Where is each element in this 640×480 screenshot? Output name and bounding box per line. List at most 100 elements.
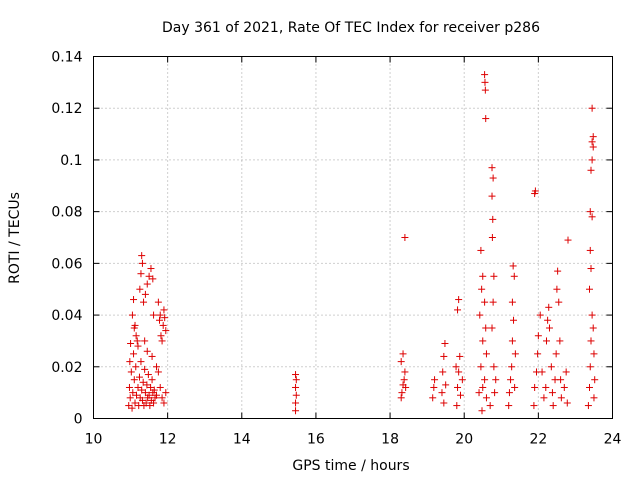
data-point: [489, 298, 497, 306]
data-point: [549, 402, 557, 410]
data-point: [146, 402, 154, 410]
x-tick-label: 24: [604, 432, 622, 448]
data-point: [150, 386, 158, 394]
data-point: [431, 376, 439, 384]
data-point: [475, 389, 483, 397]
data-point: [160, 306, 168, 314]
data-point: [142, 399, 150, 407]
data-point: [454, 306, 462, 314]
data-point: [544, 316, 552, 324]
data-point: [547, 363, 555, 371]
data-point: [138, 259, 146, 267]
data-point: [454, 383, 462, 391]
x-tick-label: 12: [159, 432, 177, 448]
data-point: [492, 376, 500, 384]
data-point: [153, 391, 161, 399]
data-point: [154, 368, 162, 376]
data-point: [586, 246, 594, 254]
data-point: [132, 332, 140, 340]
data-points: [125, 71, 599, 415]
data-point: [477, 246, 485, 254]
data-point: [590, 394, 598, 402]
data-point: [489, 174, 497, 182]
data-point: [482, 324, 490, 332]
data-point: [438, 389, 446, 397]
data-point: [440, 352, 448, 360]
data-point: [505, 402, 513, 410]
data-point: [531, 187, 539, 195]
data-point: [584, 402, 592, 410]
data-point: [586, 285, 594, 293]
data-point: [490, 272, 498, 280]
data-point: [587, 337, 595, 345]
data-point: [488, 192, 496, 200]
y-tick-label: 0: [74, 412, 83, 428]
data-point: [588, 156, 596, 164]
data-point: [133, 337, 141, 345]
data-point: [543, 337, 551, 345]
data-point: [530, 402, 538, 410]
data-point: [540, 394, 548, 402]
data-point: [508, 337, 516, 345]
data-point: [128, 404, 136, 412]
data-point: [589, 143, 597, 151]
data-point: [486, 402, 494, 410]
data-point: [482, 115, 490, 123]
data-point: [439, 368, 447, 376]
data-point: [126, 358, 134, 366]
data-point: [534, 350, 542, 358]
grid-lines: [93, 56, 613, 419]
y-tick-label: 0.04: [51, 308, 82, 324]
data-point: [562, 368, 570, 376]
data-point: [292, 383, 300, 391]
data-point: [476, 311, 484, 319]
data-point: [292, 407, 300, 415]
data-point: [145, 272, 153, 280]
x-tick-label: 16: [307, 432, 325, 448]
data-point: [556, 337, 564, 345]
data-point: [125, 383, 133, 391]
data-point: [141, 389, 149, 397]
data-point: [482, 394, 490, 402]
data-point: [478, 407, 486, 415]
data-point: [488, 234, 496, 241]
data-point: [140, 298, 148, 306]
data-point: [589, 324, 597, 332]
data-point: [477, 363, 485, 371]
data-point: [505, 389, 513, 397]
data-point: [162, 389, 170, 397]
data-point: [538, 368, 546, 376]
data-point: [457, 391, 465, 399]
data-point: [548, 389, 556, 397]
data-point: [159, 321, 167, 329]
y-tick-label: 0.12: [51, 101, 82, 117]
data-point: [162, 327, 170, 335]
x-tick-label: 18: [381, 432, 399, 448]
data-point: [481, 86, 489, 94]
data-point: [126, 394, 134, 402]
data-point: [587, 265, 595, 273]
x-tick-label: 22: [529, 432, 547, 448]
data-point: [137, 358, 145, 366]
y-tick-label: 0.06: [51, 256, 82, 272]
data-point: [510, 272, 518, 280]
data-point: [553, 285, 561, 293]
data-point: [148, 376, 156, 384]
data-point: [491, 389, 499, 397]
data-point: [557, 394, 565, 402]
data-point: [138, 386, 146, 394]
x-tick-label: 20: [455, 432, 473, 448]
data-point: [555, 298, 563, 306]
data-point: [292, 399, 300, 407]
data-point: [536, 311, 544, 319]
x-tick-label: 14: [233, 432, 251, 448]
data-point: [586, 208, 594, 216]
data-point: [534, 332, 542, 340]
data-point: [586, 363, 594, 371]
data-point: [479, 383, 487, 391]
data-point: [135, 373, 143, 381]
data-point: [134, 342, 142, 350]
data-point: [478, 285, 486, 293]
data-point: [143, 280, 151, 288]
